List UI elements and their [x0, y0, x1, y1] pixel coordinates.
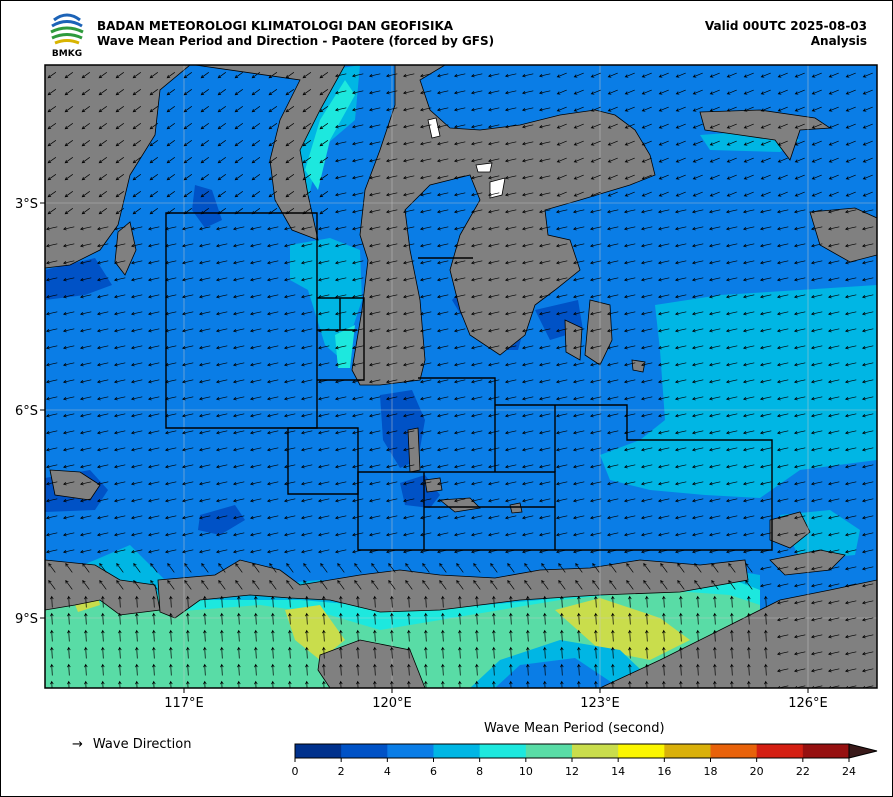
land-kangean: [49, 469, 101, 501]
direction-legend-label: Wave Direction: [92, 737, 192, 752]
colorbar-segment: [295, 744, 342, 758]
zone-north-light: [305, 80, 355, 190]
zone-west-dark: [192, 185, 222, 228]
colorbar-title: Wave Mean Period (second): [484, 721, 665, 736]
land-alor: [769, 549, 846, 576]
colorbar-segment: [433, 744, 481, 758]
colorbar-tick-label: 22: [796, 765, 810, 778]
graticule: [45, 65, 877, 688]
wave-direction-arrows: [45, 72, 874, 688]
colorbar-tick-label: 8: [476, 765, 483, 778]
zone-west-dark: [198, 505, 245, 535]
bmkg-logo-icon: [50, 13, 84, 45]
land-flores-sea-island: [438, 497, 481, 513]
colorbar: 0 2 4 6 8 10 12 14 16 18 20 22 24: [292, 743, 878, 778]
white-lakes: [427, 117, 506, 199]
area-boundary: [418, 377, 496, 472]
lon-label: 123°E: [580, 696, 620, 711]
colorbar-tick-label: 6: [430, 765, 437, 778]
organization-title: BADAN METEOROLOGI KLIMATOLOGI DAN GEOFIS…: [97, 19, 454, 33]
land-flores-sea-island: [509, 502, 523, 514]
lon-label: 126°E: [788, 696, 828, 711]
lake-poso: [489, 177, 506, 199]
lat-label: 9°S: [15, 612, 38, 627]
zone-west-dark: [45, 258, 112, 300]
land-tukangbesi: [631, 359, 646, 373]
direction-legend: → Wave Direction: [72, 737, 191, 752]
map-border: [44, 64, 878, 689]
land-buru: [809, 207, 877, 263]
lat-label: 6°S: [15, 404, 38, 419]
lon-label: 120°E: [372, 696, 412, 711]
colorbar-tick-label: 14: [611, 765, 625, 778]
zone-south-yellowgreen: [555, 598, 690, 660]
colorbar-tick-label: 12: [565, 765, 579, 778]
valid-time: Valid 00UTC 2025-08-03: [704, 19, 867, 33]
colorbar-segment: [802, 744, 850, 758]
colorbar-tick-label: 20: [750, 765, 764, 778]
colorbar-segment: [618, 744, 665, 758]
colorbar-tick-label: 2: [338, 765, 345, 778]
latitude-labels: 3°S 6°S 9°S: [15, 197, 38, 627]
wave-arrow-field: [45, 72, 874, 688]
colorbar-segment: [710, 744, 758, 758]
lon-label: 117°E: [164, 696, 204, 711]
land-sumba: [317, 639, 426, 688]
axis-ticks: [40, 202, 809, 693]
land-lombok-sumbawa: [45, 559, 161, 616]
forecast-area-boundaries: [165, 212, 773, 551]
lat-label: 3°S: [15, 197, 38, 212]
colorbar-segment: [525, 744, 573, 758]
colorbar-tick-label: 16: [657, 765, 671, 778]
colorbar-tick-label: 10: [519, 765, 533, 778]
land-selayar: [407, 427, 421, 473]
land-borneo: [45, 65, 191, 269]
colorbar-extend-arrow: [848, 743, 878, 759]
area-boundary: [495, 404, 773, 551]
colorbar-tick-label: 0: [292, 765, 299, 778]
colorbar-segment: [387, 744, 434, 758]
zone-south-blue-pool: [495, 658, 620, 688]
direction-arrow-symbol: →: [72, 737, 83, 752]
lake-towuti: [427, 117, 441, 139]
colorbar-segment: [479, 744, 527, 758]
colorbar-segment: [572, 744, 619, 758]
colorbar-segment: [756, 744, 804, 758]
lake-matano: [475, 162, 493, 173]
colorbar-tick-label: 18: [704, 765, 718, 778]
zone-south-yellowgreen: [285, 605, 345, 660]
zone-makassar-light: [335, 325, 355, 368]
analysis-label: Analysis: [810, 34, 867, 48]
bmkg-logo-text: BMKG: [52, 49, 82, 58]
longitude-labels: 117°E 120°E 123°E 126°E: [164, 696, 828, 711]
colorbar-segment: [341, 744, 388, 758]
land-kalao: [424, 477, 443, 493]
colorbar-tick-label: 24: [842, 765, 856, 778]
bmkg-logo: BMKG: [50, 13, 84, 58]
map-title: Wave Mean Period and Direction - Paotere…: [97, 34, 495, 48]
land-wetar: [769, 511, 811, 549]
colorbar-segment: [664, 744, 711, 758]
land-flores: [157, 559, 749, 619]
colorbar-tick-label: 4: [384, 765, 391, 778]
